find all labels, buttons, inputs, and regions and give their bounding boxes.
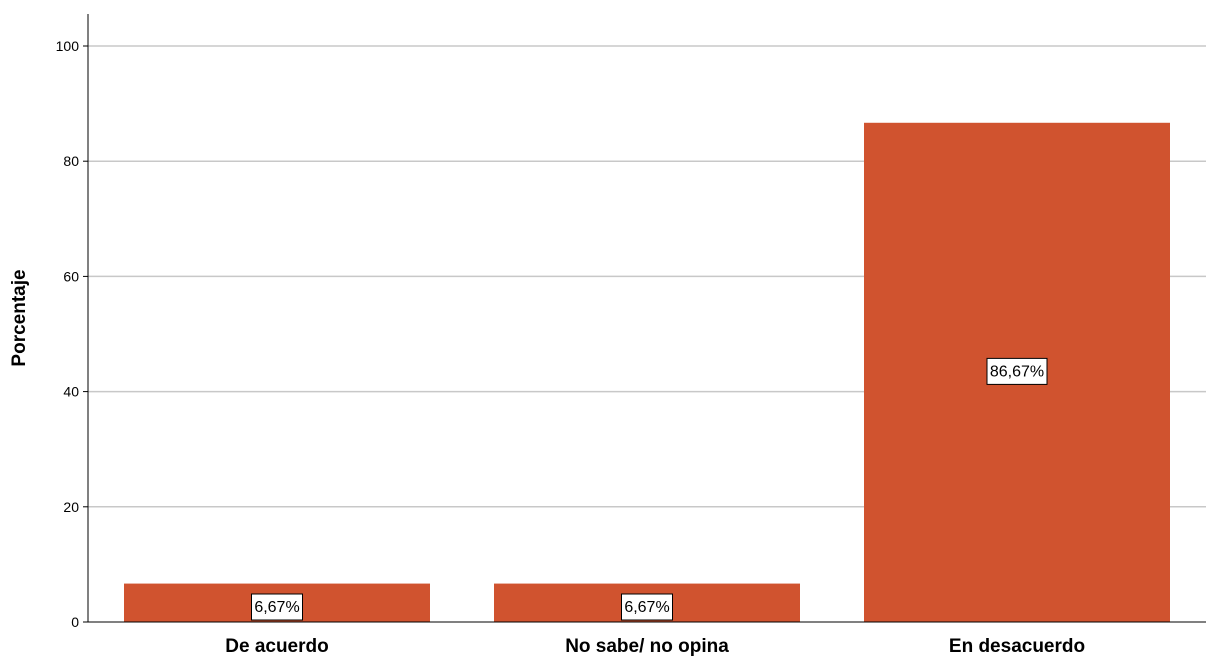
x-category-label: En desacuerdo — [949, 636, 1085, 657]
x-category-label: De acuerdo — [225, 636, 328, 657]
y-tick-label: 80 — [63, 153, 79, 169]
data-label-box — [986, 357, 1048, 385]
y-axis-label: Porcentaje — [9, 269, 30, 366]
data-label: 86,67% — [990, 363, 1044, 380]
bars: 6,67% 6,67% 86,67% — [124, 122, 1170, 623]
y-tick-label: 0 — [71, 614, 79, 630]
y-tick-label: 60 — [63, 268, 79, 284]
data-label-box — [251, 593, 303, 621]
y-tick-label: 100 — [56, 38, 80, 54]
data-label: 6,67% — [624, 599, 669, 616]
x-axis-categories: De acuerdo No sabe/ no opina En desacuerdo — [225, 636, 1085, 657]
data-label: 6,67% — [254, 599, 299, 616]
x-category-label: No sabe/ no opina — [565, 636, 729, 657]
y-tick-label: 20 — [63, 499, 79, 515]
y-axis-ticks: 0 20 40 60 80 100 — [56, 38, 88, 630]
y-tick-label: 40 — [63, 384, 79, 400]
data-label-box — [621, 593, 673, 621]
